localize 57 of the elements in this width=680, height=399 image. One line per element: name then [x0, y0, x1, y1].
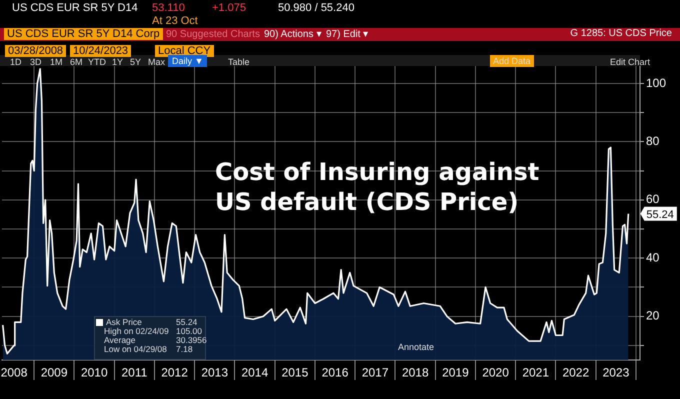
annotation: 55.24	[646, 208, 674, 221]
annotation: Annotate	[398, 341, 434, 353]
annotation: 30.3956	[176, 335, 207, 345]
text: +1.075	[212, 2, 246, 14]
x-tick-label: 2015	[282, 366, 309, 380]
x-tick-label: 2018	[402, 366, 429, 380]
x-tick-label: 2011	[122, 366, 148, 380]
x-tick-label: 2010	[80, 366, 108, 380]
text: 53.110	[152, 2, 185, 14]
x-tick-label: 2019	[442, 366, 470, 380]
x-tick-label: 2012	[161, 366, 188, 380]
text: 50.980 / 55.240	[278, 2, 354, 14]
x-tick-label: 2023	[602, 366, 630, 380]
y-tick-label: 80	[646, 134, 660, 148]
x-tick-label: 2014	[241, 366, 268, 380]
annotation: 6M	[70, 56, 83, 68]
annotation: 55.24	[176, 317, 198, 327]
text: At 23 Oct	[152, 15, 198, 27]
y-tick-label: 100	[646, 76, 666, 90]
annotation: YTD	[88, 56, 106, 68]
x-tick-label: 2009	[40, 366, 68, 380]
annotation: Daily ▼	[168, 55, 208, 67]
x-tick-label: 2017	[362, 366, 389, 380]
annotation: Edit Chart	[610, 56, 650, 68]
x-tick-label: 2022	[562, 366, 590, 380]
text: 97) Edit ▾	[326, 29, 368, 41]
text: Cost of Insuring against US default (CDS Price)	[215, 157, 540, 217]
annotation: 5Y	[130, 56, 142, 68]
legend-label: Ask Price	[105, 317, 142, 327]
x-tick-label: 2013	[201, 366, 228, 380]
annotation: High on 02/24/09	[104, 326, 169, 336]
x-tick-label: 2020	[482, 366, 510, 380]
annotation: Average	[104, 335, 136, 345]
annotation: Add Data	[490, 55, 534, 67]
annotation: 1D	[10, 56, 22, 68]
text: 03/28/2008	[5, 45, 66, 57]
annotation: 3D	[30, 56, 42, 68]
x-tick-label: 2021	[522, 366, 550, 380]
annotation: 7.18	[176, 344, 193, 354]
x-tick-label: 2016	[322, 366, 349, 380]
text: 90) Actions ▾	[264, 29, 322, 41]
annotation: Table	[228, 56, 250, 68]
text: Local CCY	[155, 45, 214, 57]
text: 10/24/2023	[70, 45, 132, 57]
y-tick-label: 20	[646, 308, 660, 323]
text: 90 Suggested Charts	[166, 29, 260, 41]
annotation: 1M	[50, 56, 63, 68]
annotation: 1Y	[112, 56, 124, 68]
text: US CDS EUR SR 5Y D14 Corp	[4, 28, 163, 40]
annotation: Max	[148, 56, 166, 68]
y-tick-label: 60	[646, 192, 660, 206]
text: US CDS EUR SR 5Y D14	[12, 2, 138, 14]
y-tick-label: 40	[646, 250, 660, 264]
text: G 1285: US CDS Price	[570, 28, 672, 40]
x-tick-label: 2008	[0, 366, 28, 380]
annotation: Low on 04/29/08	[104, 344, 167, 354]
annotation: 105.00	[176, 326, 202, 336]
